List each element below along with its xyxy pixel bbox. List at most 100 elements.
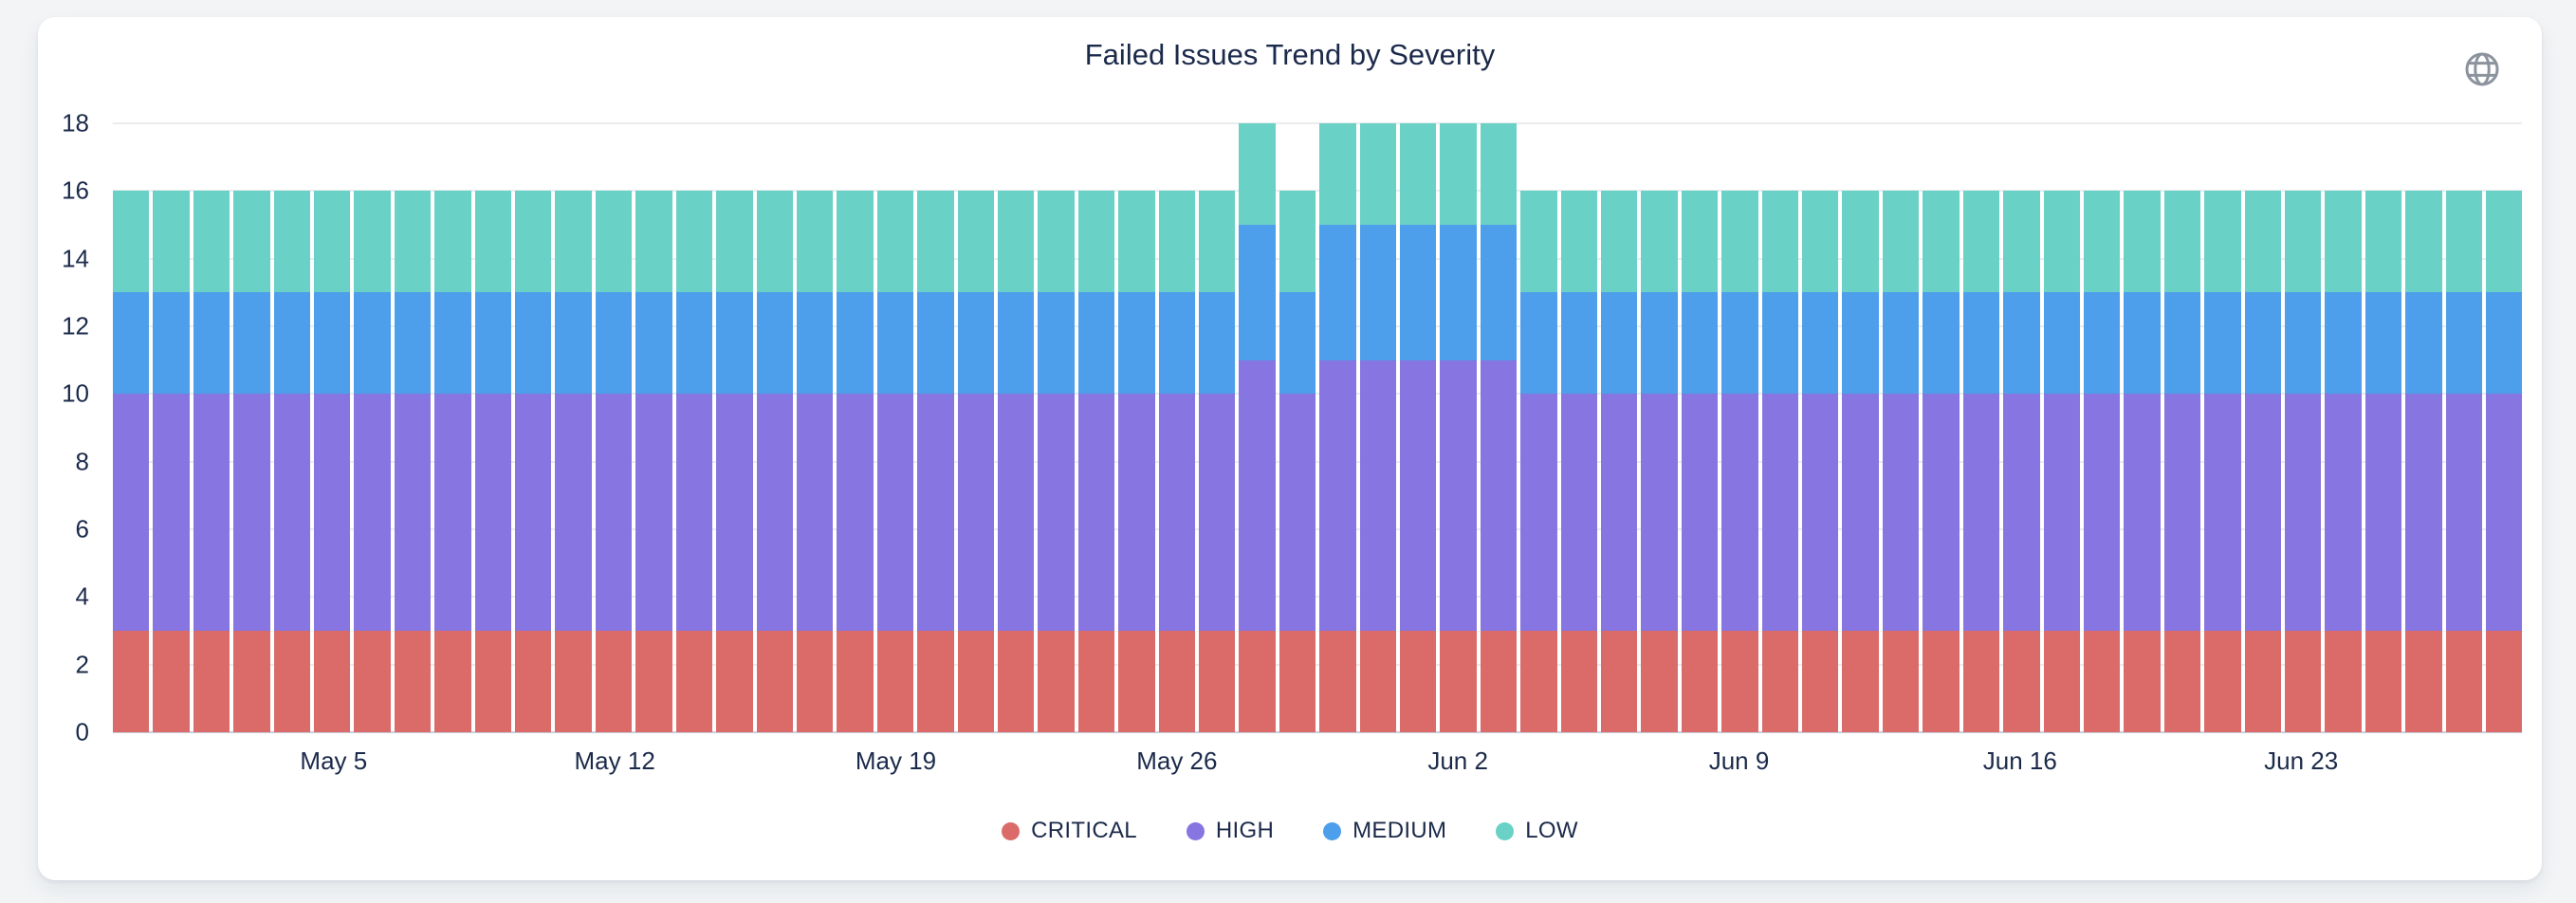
bar-segment-low[interactable]: [2083, 191, 2121, 293]
bar-segment-medium[interactable]: [2003, 292, 2040, 395]
bar-segment-critical[interactable]: [2244, 631, 2281, 732]
bar-column[interactable]: [1077, 123, 1115, 732]
bar-segment-medium[interactable]: [314, 292, 351, 395]
bar-segment-high[interactable]: [2405, 394, 2442, 631]
bar-segment-low[interactable]: [273, 191, 311, 293]
bar-segment-critical[interactable]: [917, 631, 954, 732]
bar-segment-high[interactable]: [1601, 394, 1638, 631]
bar-segment-high[interactable]: [716, 394, 753, 631]
bar-segment-low[interactable]: [2485, 191, 2523, 293]
bar-segment-low[interactable]: [2003, 191, 2040, 293]
bar-segment-medium[interactable]: [1520, 292, 1557, 395]
bar-segment-critical[interactable]: [113, 631, 150, 732]
bar-segment-medium[interactable]: [1198, 292, 1236, 395]
bar-column[interactable]: [1440, 123, 1477, 732]
bar-segment-critical[interactable]: [1802, 631, 1839, 732]
bar-segment-low[interactable]: [2284, 191, 2322, 293]
bar-segment-critical[interactable]: [1239, 631, 1276, 732]
bar-segment-low[interactable]: [354, 191, 391, 293]
bar-column[interactable]: [756, 123, 793, 732]
bar-segment-medium[interactable]: [957, 292, 994, 395]
bar-segment-critical[interactable]: [394, 631, 432, 732]
bar-segment-high[interactable]: [2445, 394, 2482, 631]
bar-segment-critical[interactable]: [957, 631, 994, 732]
bar-segment-high[interactable]: [273, 394, 311, 631]
bar-segment-medium[interactable]: [1319, 225, 1356, 360]
bar-column[interactable]: [1641, 123, 1678, 732]
bar-segment-high[interactable]: [394, 394, 432, 631]
bar-segment-low[interactable]: [153, 191, 190, 293]
bar-segment-medium[interactable]: [273, 292, 311, 395]
bar-segment-low[interactable]: [1641, 191, 1678, 293]
bar-segment-critical[interactable]: [876, 631, 914, 732]
bar-segment-critical[interactable]: [2325, 631, 2362, 732]
bar-segment-low[interactable]: [1319, 123, 1356, 226]
bar-segment-high[interactable]: [2364, 394, 2402, 631]
bar-segment-medium[interactable]: [917, 292, 954, 395]
bar-segment-low[interactable]: [756, 191, 793, 293]
bar-segment-critical[interactable]: [1842, 631, 1879, 732]
bar-segment-medium[interactable]: [1359, 225, 1396, 360]
bar-segment-medium[interactable]: [2364, 292, 2402, 395]
bar-segment-high[interactable]: [756, 394, 793, 631]
bar-segment-high[interactable]: [1520, 394, 1557, 631]
bar-segment-medium[interactable]: [1721, 292, 1758, 395]
bar-column[interactable]: [233, 123, 270, 732]
bar-segment-high[interactable]: [1440, 359, 1477, 631]
bar-column[interactable]: [1802, 123, 1839, 732]
bar-segment-critical[interactable]: [796, 631, 834, 732]
bar-segment-medium[interactable]: [2485, 292, 2523, 395]
bar-segment-high[interactable]: [957, 394, 994, 631]
bar-segment-critical[interactable]: [1641, 631, 1678, 732]
bar-segment-critical[interactable]: [1882, 631, 1920, 732]
bar-segment-medium[interactable]: [997, 292, 1035, 395]
bar-column[interactable]: [113, 123, 150, 732]
legend-item-critical[interactable]: CRITICAL: [1002, 818, 1137, 844]
bar-column[interactable]: [2445, 123, 2482, 732]
bar-segment-low[interactable]: [917, 191, 954, 293]
bar-segment-high[interactable]: [1038, 394, 1075, 631]
bar-segment-low[interactable]: [2364, 191, 2402, 293]
bar-segment-low[interactable]: [113, 191, 150, 293]
bar-column[interactable]: [675, 123, 713, 732]
bar-segment-low[interactable]: [555, 191, 592, 293]
bar-segment-critical[interactable]: [474, 631, 512, 732]
bar-segment-medium[interactable]: [2284, 292, 2322, 395]
bar-column[interactable]: [716, 123, 753, 732]
bar-segment-low[interactable]: [997, 191, 1035, 293]
bar-segment-critical[interactable]: [153, 631, 190, 732]
bar-column[interactable]: [1158, 123, 1195, 732]
bar-segment-low[interactable]: [1118, 191, 1155, 293]
bar-segment-medium[interactable]: [2204, 292, 2241, 395]
bar-segment-high[interactable]: [1721, 394, 1758, 631]
bar-segment-medium[interactable]: [837, 292, 874, 395]
bar-segment-high[interactable]: [1319, 359, 1356, 631]
bar-segment-critical[interactable]: [675, 631, 713, 732]
bar-segment-medium[interactable]: [1279, 292, 1316, 395]
bar-segment-high[interactable]: [1681, 394, 1719, 631]
bar-column[interactable]: [193, 123, 230, 732]
bar-segment-medium[interactable]: [113, 292, 150, 395]
bar-segment-medium[interactable]: [474, 292, 512, 395]
bar-segment-high[interactable]: [2043, 394, 2080, 631]
bar-segment-low[interactable]: [2325, 191, 2362, 293]
bar-column[interactable]: [1319, 123, 1356, 732]
bar-segment-medium[interactable]: [2244, 292, 2281, 395]
bar-column[interactable]: [434, 123, 471, 732]
bar-segment-medium[interactable]: [1923, 292, 1960, 395]
bar-segment-critical[interactable]: [1520, 631, 1557, 732]
bar-segment-low[interactable]: [1721, 191, 1758, 293]
bar-column[interactable]: [1923, 123, 1960, 732]
bar-segment-high[interactable]: [555, 394, 592, 631]
bar-segment-medium[interactable]: [635, 292, 672, 395]
bar-column[interactable]: [1681, 123, 1719, 732]
bar-column[interactable]: [635, 123, 672, 732]
bar-segment-medium[interactable]: [1761, 292, 1799, 395]
bar-segment-low[interactable]: [796, 191, 834, 293]
bar-segment-high[interactable]: [1118, 394, 1155, 631]
bar-segment-low[interactable]: [876, 191, 914, 293]
bar-segment-critical[interactable]: [2204, 631, 2241, 732]
bar-column[interactable]: [273, 123, 311, 732]
bar-segment-medium[interactable]: [796, 292, 834, 395]
bar-segment-low[interactable]: [1038, 191, 1075, 293]
